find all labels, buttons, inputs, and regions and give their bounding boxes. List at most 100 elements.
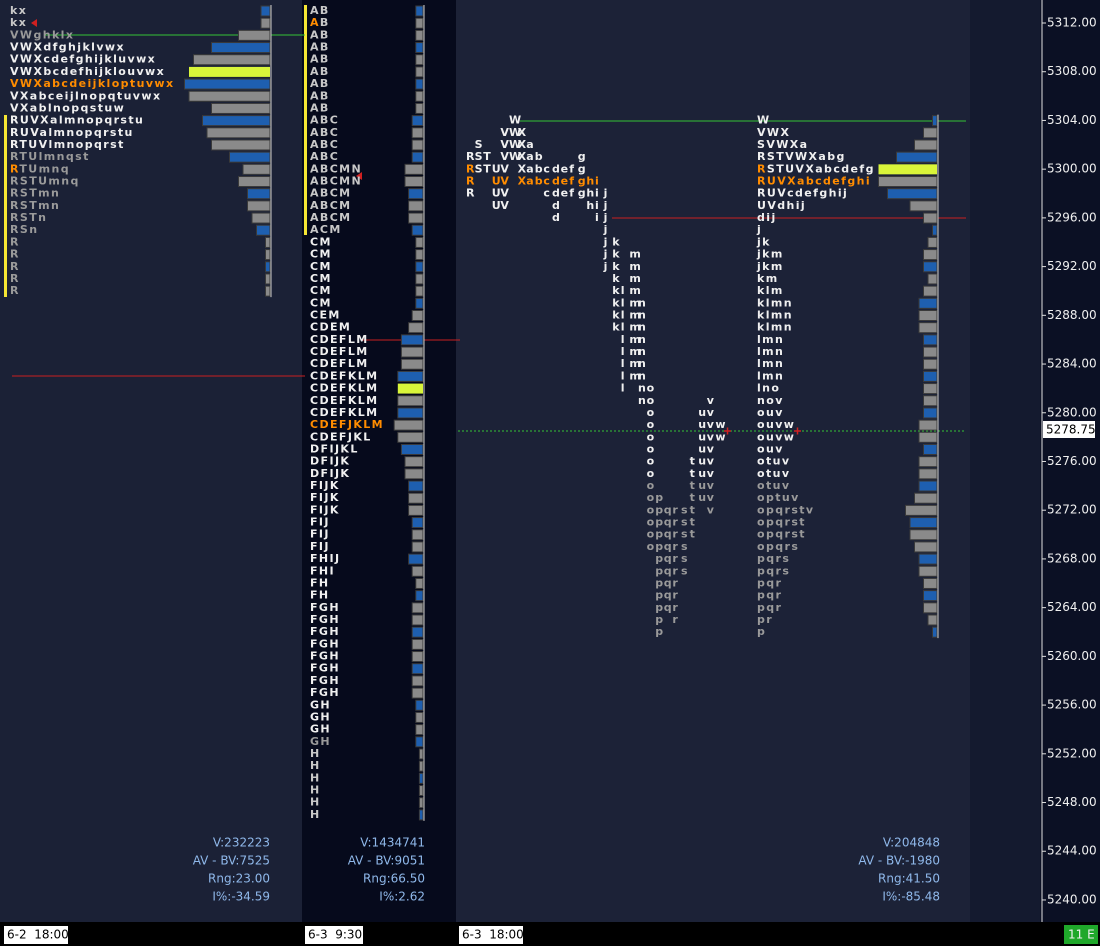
tpo-row: opqrst xyxy=(757,516,806,529)
tpo-row: klmn xyxy=(757,296,793,309)
volume-bar xyxy=(415,249,424,261)
tpo-row: CDEFKLM xyxy=(310,369,379,382)
volume-bar xyxy=(927,614,938,626)
tpo-row: CDEFJKL xyxy=(310,430,372,443)
tpo-split-row: l mn xyxy=(621,345,647,358)
tpo-row: CM xyxy=(310,296,332,309)
volume-bar xyxy=(415,711,424,723)
volume-bar xyxy=(411,541,424,553)
volume-bar xyxy=(411,638,424,650)
volume-bar xyxy=(415,102,424,114)
tpo-row: R xyxy=(10,235,20,248)
tpo-row: H xyxy=(310,808,321,821)
tpo-row: GH xyxy=(310,698,331,711)
axis-label: 5256.00 xyxy=(1047,698,1097,712)
tpo-split-row: kl mn xyxy=(612,309,647,322)
profiles: 5312.00 5308.00 5304.00 5300.00 5296.00 5292.… xyxy=(4,4,1098,944)
tpo-row: ABCMN xyxy=(310,175,362,188)
tpo-split-row: pqr s xyxy=(655,564,689,577)
volume-bar xyxy=(418,785,424,797)
volume-bar xyxy=(242,163,271,175)
tpo-row: DFIJK xyxy=(310,467,350,480)
poc-bar xyxy=(397,383,423,394)
tpo-row: CM xyxy=(310,260,332,273)
volume-bar xyxy=(914,541,938,553)
tpo-split-row: no v xyxy=(638,394,715,407)
tpo-split-row: opqr st xyxy=(647,516,697,529)
stat: AV - BV:7525 xyxy=(193,854,270,868)
tpo-row: RUVXalmnopqrstu xyxy=(10,114,144,127)
tpo-split-row: l mn xyxy=(621,333,647,346)
tpo-split-row: pqr xyxy=(655,589,679,602)
axis-label: 5252.00 xyxy=(1047,746,1097,760)
tpo-row: FGH xyxy=(310,686,340,699)
tpo-row: R xyxy=(10,260,20,273)
volume-bar xyxy=(896,151,938,163)
volume-bar xyxy=(411,224,424,236)
tpo-row: RUValmnopqrstu xyxy=(10,126,134,139)
tpo-row: H xyxy=(310,771,321,784)
session-badge: 11 E xyxy=(1068,928,1095,942)
volume-bar xyxy=(415,590,424,602)
tpo-row: CDEFKLM xyxy=(310,406,379,419)
tpo-row: AB xyxy=(310,89,330,102)
tpo-split-row: o uvw xyxy=(647,430,727,443)
volume-bar xyxy=(400,443,424,455)
volume-bar xyxy=(393,419,424,431)
volume-bar xyxy=(411,529,424,541)
tpo-split-row: kl mn xyxy=(612,296,647,309)
volume-bar xyxy=(404,163,424,175)
tpo-row: ouv xyxy=(757,406,784,419)
tpo-row: ABCM xyxy=(310,187,352,200)
tpo-row: RSTUmnq xyxy=(10,175,80,188)
volume-bar xyxy=(923,358,938,370)
stat: Rng:23.00 xyxy=(208,872,270,886)
volume-bar xyxy=(923,590,938,602)
tpo-row: jkm xyxy=(756,248,784,261)
volume-bar xyxy=(415,90,424,102)
volume-bar xyxy=(918,456,938,468)
tpo-row: ouvw xyxy=(757,430,795,443)
volume-bar xyxy=(408,188,424,200)
volume-bar xyxy=(184,78,271,90)
tpo-row: FGH xyxy=(310,674,340,687)
tpo-row: ACM xyxy=(310,223,342,236)
volume-bar xyxy=(260,17,271,29)
tpo-row: VWXcdefghijkluvwx xyxy=(10,53,156,66)
tpo-row: VXablnopqstuw xyxy=(10,101,125,114)
tpo-row: ABC xyxy=(310,138,339,151)
tpo-row: FGH xyxy=(310,650,340,663)
tpo-row: pr xyxy=(757,613,773,626)
volume-bar xyxy=(411,565,424,577)
tpo-split-row: R UV Xabcdef ghi xyxy=(466,175,600,188)
tpo-row: CM xyxy=(310,235,332,248)
volume-bar xyxy=(918,565,938,577)
tpo-row: RSTmn xyxy=(10,187,60,200)
volume-bar xyxy=(887,188,938,200)
volume-bar xyxy=(923,577,938,589)
volume-bar xyxy=(411,115,424,127)
tpo-split-row: o uv xyxy=(647,406,716,419)
tpo-split-row: l mn xyxy=(621,369,647,382)
volume-bar xyxy=(411,139,424,151)
axis-label: 5308.00 xyxy=(1047,64,1097,78)
volume-bar xyxy=(932,626,938,638)
tpo-row: AB xyxy=(310,77,330,90)
tpo-row: CM xyxy=(310,284,332,297)
volume-bar xyxy=(918,322,938,334)
axis-label: 5284.00 xyxy=(1047,357,1097,371)
axis-label: 5248.00 xyxy=(1047,795,1097,809)
volume-bar xyxy=(415,5,424,17)
axis-label: 5296.00 xyxy=(1047,210,1097,224)
date-box xyxy=(459,926,523,944)
tpo-row: lno xyxy=(757,382,780,395)
tpo-row: H xyxy=(310,784,321,797)
tpo-row: RSTn xyxy=(10,211,47,224)
volume-bar xyxy=(229,151,271,163)
tpo-row: W xyxy=(757,114,771,127)
tpo-row: j xyxy=(756,223,762,236)
tpo-row: lmn xyxy=(757,357,784,370)
volume-bar xyxy=(411,614,424,626)
